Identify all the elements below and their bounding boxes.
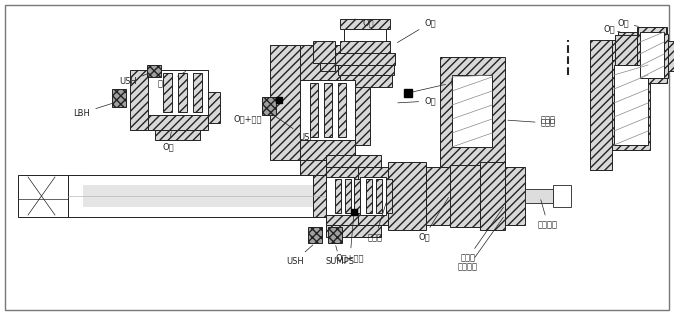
Bar xyxy=(340,75,392,87)
Text: 缓冲圈: 缓冲圈 xyxy=(508,118,555,128)
Bar xyxy=(618,32,644,40)
Bar xyxy=(320,63,335,71)
Bar xyxy=(262,97,276,115)
Bar xyxy=(112,89,126,107)
Bar xyxy=(553,185,571,207)
Text: SUMPS: SUMPS xyxy=(326,246,355,266)
Bar xyxy=(668,41,674,71)
Text: 导向环: 导向环 xyxy=(460,207,503,262)
Bar xyxy=(328,227,342,243)
Text: USI: USI xyxy=(268,111,312,141)
Bar xyxy=(270,45,300,160)
Bar xyxy=(648,34,668,78)
Bar xyxy=(344,29,386,41)
Text: 气封平垫: 气封平垫 xyxy=(458,217,503,272)
Text: 导向环: 导向环 xyxy=(158,72,185,89)
Bar xyxy=(313,175,328,217)
Text: O圈+白垫: O圈+白垫 xyxy=(234,101,276,123)
Bar xyxy=(450,165,480,227)
Text: O圈: O圈 xyxy=(418,198,448,242)
Bar xyxy=(193,73,202,112)
Text: O圈: O圈 xyxy=(398,19,436,43)
Bar xyxy=(83,185,328,207)
Bar xyxy=(300,140,355,160)
Bar xyxy=(148,115,208,130)
Bar xyxy=(300,80,355,140)
Bar xyxy=(208,92,220,123)
Bar xyxy=(612,40,650,60)
Bar xyxy=(313,41,335,63)
Bar xyxy=(638,27,666,35)
Bar xyxy=(130,70,148,130)
Bar xyxy=(326,155,381,167)
Bar xyxy=(324,83,332,137)
Bar xyxy=(340,41,390,53)
Bar xyxy=(355,70,380,85)
Bar xyxy=(354,179,360,213)
Bar xyxy=(308,227,322,243)
Text: O圈: O圈 xyxy=(398,96,436,106)
Bar xyxy=(615,35,637,75)
Bar xyxy=(358,187,426,205)
Bar xyxy=(480,162,505,230)
Bar xyxy=(338,83,346,137)
Bar xyxy=(68,175,83,217)
Bar xyxy=(386,179,392,213)
Bar xyxy=(345,179,351,213)
Bar xyxy=(148,70,208,115)
Bar xyxy=(178,73,187,112)
Bar xyxy=(426,167,451,225)
Text: O圈+白垫: O圈+白垫 xyxy=(336,215,364,262)
Bar xyxy=(366,179,372,213)
Bar xyxy=(358,167,388,225)
Bar xyxy=(360,177,386,215)
Bar xyxy=(335,179,341,213)
Bar xyxy=(326,225,381,237)
Bar xyxy=(612,60,650,150)
Bar xyxy=(355,85,370,145)
Text: O圈: O圈 xyxy=(617,19,638,27)
Bar xyxy=(388,162,426,230)
Bar xyxy=(440,57,505,167)
Bar xyxy=(525,189,553,203)
Bar xyxy=(376,179,382,213)
Bar xyxy=(505,167,525,225)
Bar xyxy=(452,75,492,147)
Bar xyxy=(155,130,200,140)
Bar xyxy=(326,167,358,225)
Text: LBH: LBH xyxy=(73,100,123,117)
Text: O圈: O圈 xyxy=(603,25,620,33)
Bar xyxy=(640,32,664,78)
Bar xyxy=(68,175,328,217)
Bar xyxy=(590,40,612,170)
Bar xyxy=(614,65,648,145)
Bar xyxy=(326,177,354,215)
Bar xyxy=(18,175,68,217)
Text: 缓冲圈: 缓冲圈 xyxy=(541,116,555,124)
Bar xyxy=(310,83,318,137)
Text: O圈: O圈 xyxy=(162,132,174,152)
Bar xyxy=(300,160,355,175)
Bar xyxy=(300,45,355,80)
Bar xyxy=(340,19,390,29)
Bar xyxy=(338,65,394,75)
Text: 导向环: 导向环 xyxy=(367,200,387,243)
Bar xyxy=(147,65,161,77)
Text: USH: USH xyxy=(286,245,313,266)
Text: 白垫: 白垫 xyxy=(410,77,461,92)
Bar xyxy=(637,27,667,83)
Text: 缓冲柱塞: 缓冲柱塞 xyxy=(538,200,558,230)
Bar xyxy=(148,70,208,115)
Bar xyxy=(335,53,395,65)
Text: USH: USH xyxy=(119,72,152,87)
Text: O圈: O圈 xyxy=(355,19,374,27)
Bar xyxy=(163,73,172,112)
